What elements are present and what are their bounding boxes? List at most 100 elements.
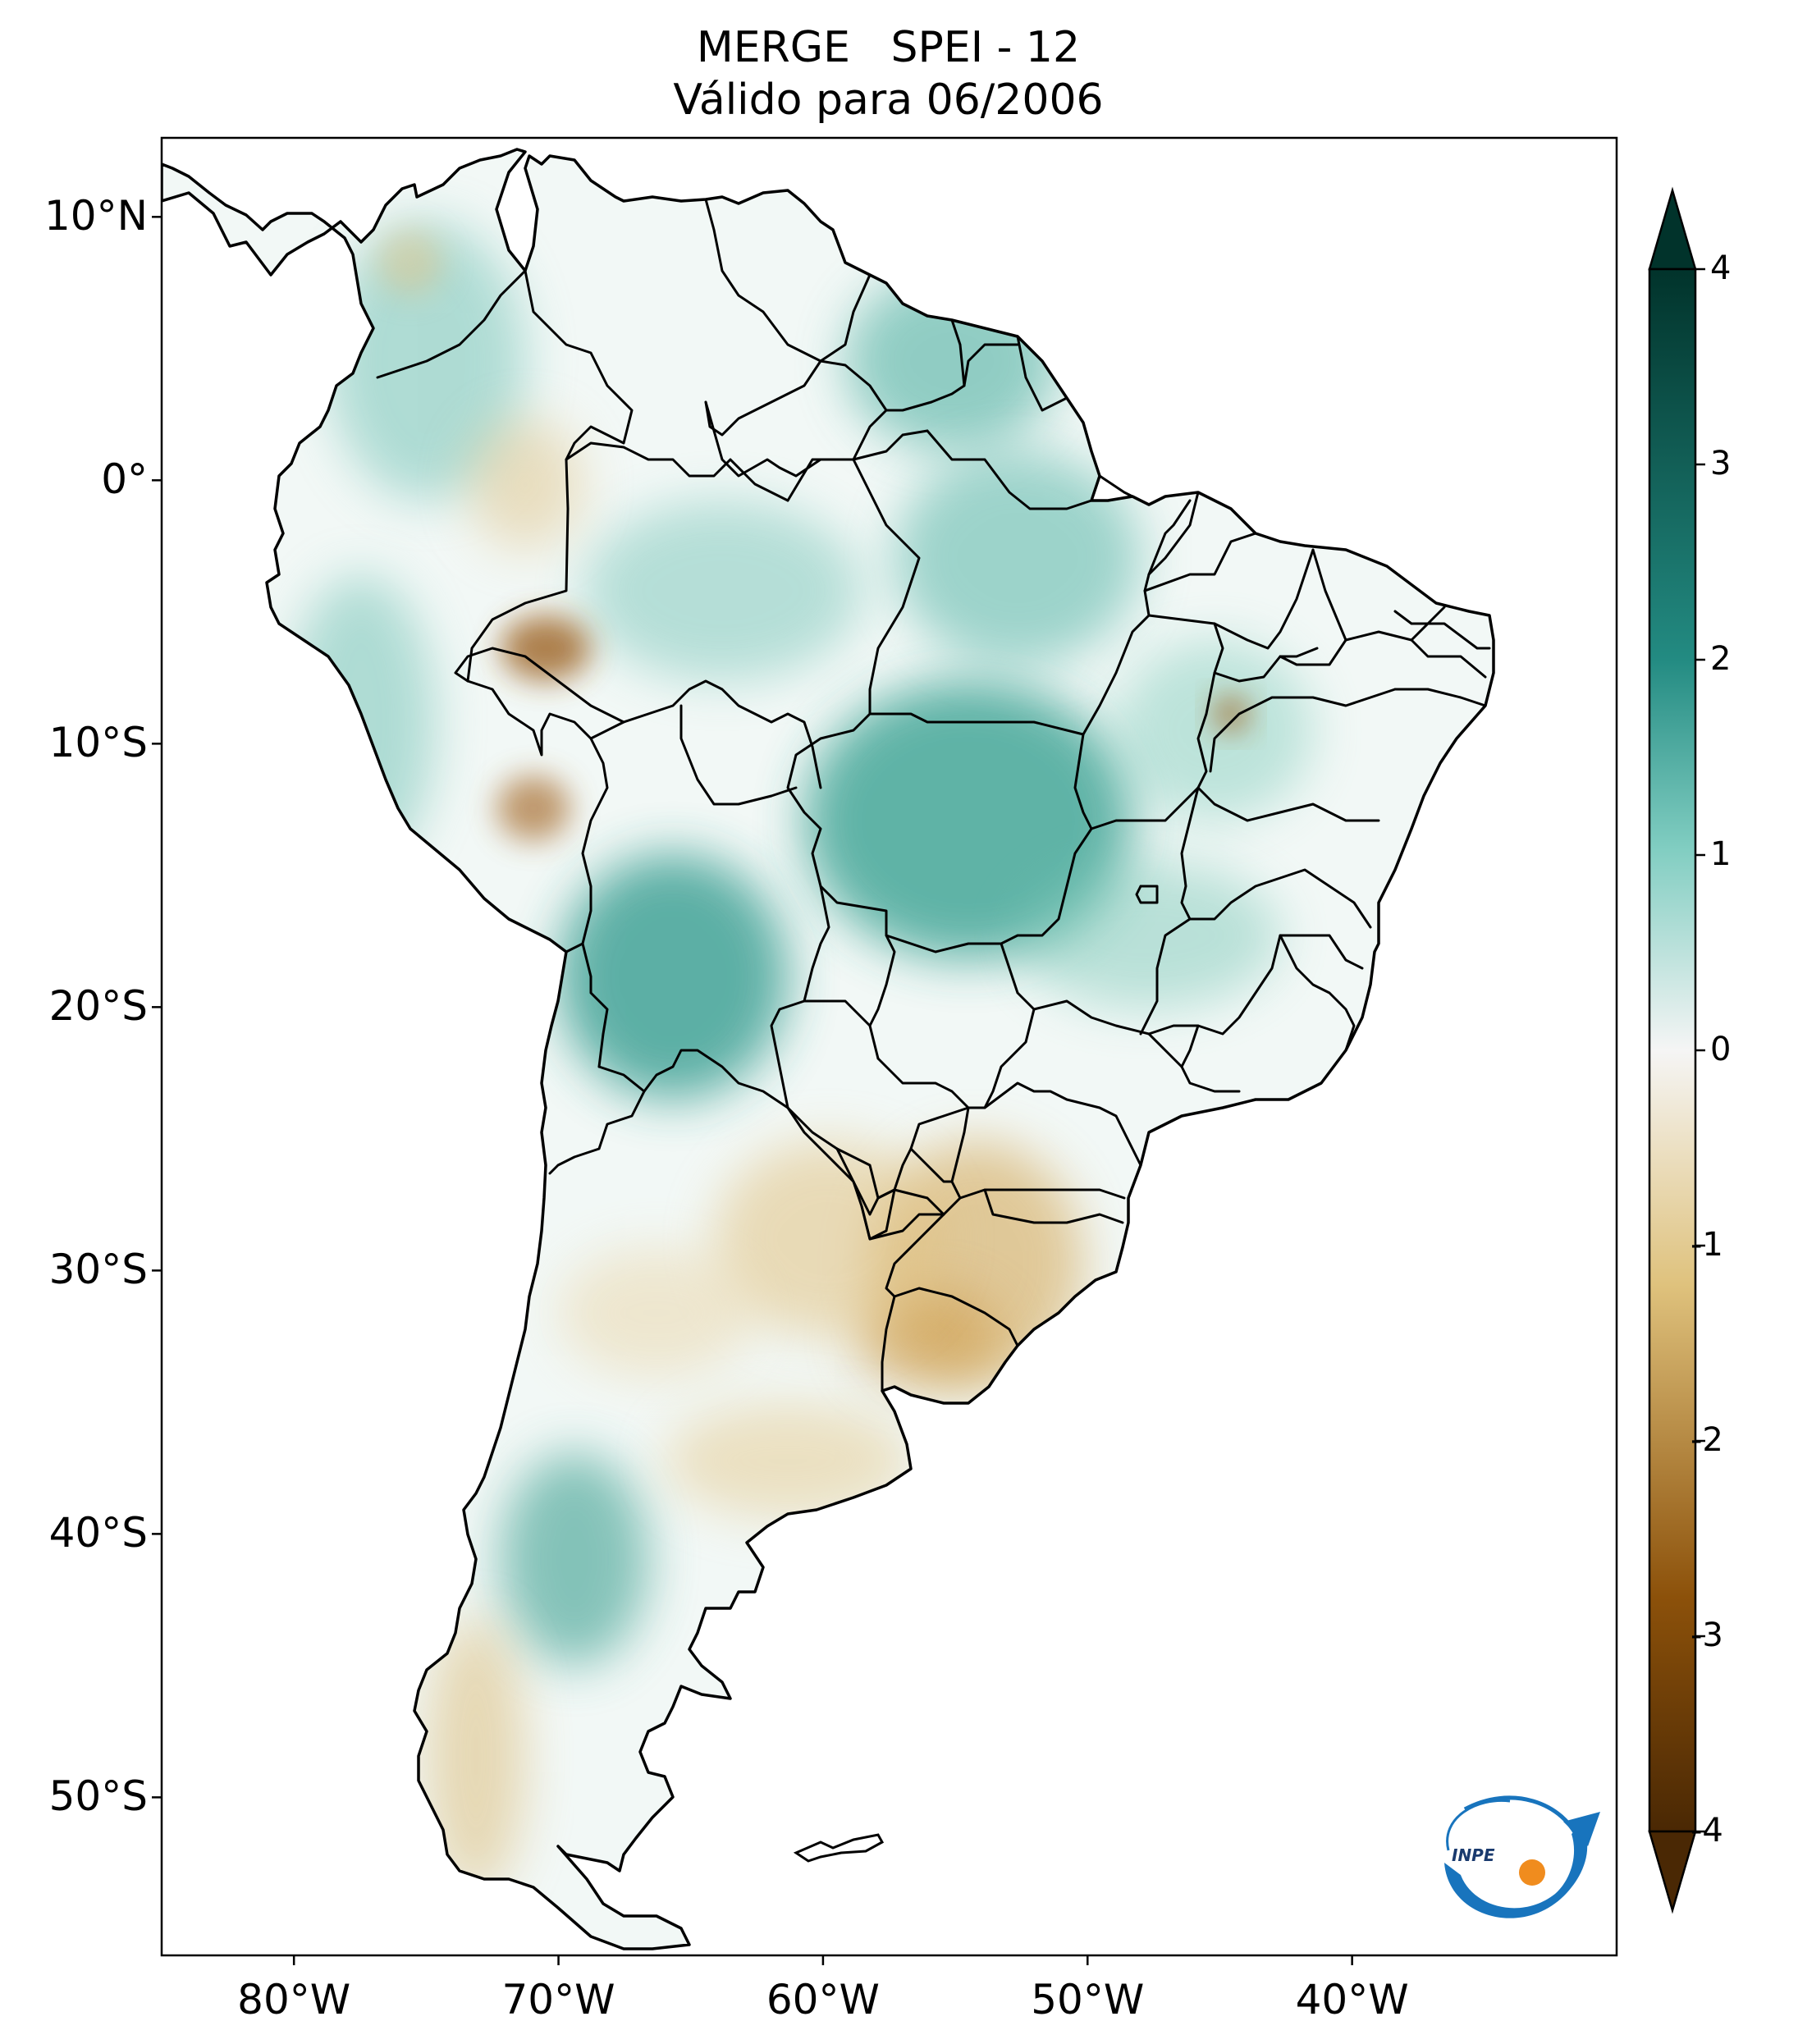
border-line <box>1213 647 1319 683</box>
border-line <box>876 1057 970 1109</box>
anomaly-dry-pampas <box>665 1403 911 1518</box>
border-line <box>926 429 1093 510</box>
border-line <box>454 647 625 757</box>
latitude-ticks <box>152 216 162 1799</box>
map-title-line1: MERGE SPEI - 12 <box>696 23 1081 72</box>
colorbar-ticks <box>1695 268 1705 1833</box>
border-line <box>1147 934 1364 1036</box>
border-line <box>803 885 830 1003</box>
colorbar-tick-label: 1 <box>1710 835 1732 873</box>
anomaly-dry-west-amazon <box>501 615 591 681</box>
border-line <box>1180 786 1200 921</box>
colorbar-tick-label: -1 <box>1690 1226 1723 1264</box>
border-line <box>704 198 1019 412</box>
border-line <box>679 704 798 806</box>
logo-sun-icon <box>1519 1859 1545 1886</box>
border-line <box>548 1090 646 1175</box>
lon-tick-label: 60°W <box>766 1976 880 2023</box>
south-america-landmass <box>162 149 1494 1949</box>
border-line <box>1147 499 1192 576</box>
colorbar-tick-label: 3 <box>1710 445 1732 482</box>
border-line <box>786 429 929 502</box>
border-line <box>1000 827 1093 1011</box>
border-line <box>376 269 527 379</box>
border-line <box>835 1147 945 1241</box>
colorbar-extend-bottom <box>1648 1830 1697 1914</box>
anomaly-dry-panama <box>377 230 443 295</box>
lon-tick-label: 40°W <box>1295 1976 1409 2023</box>
anomaly-wet-north-patagonia <box>501 1452 648 1666</box>
border-line <box>466 269 634 683</box>
map-title-line2: Válido para 06/2006 <box>673 75 1104 125</box>
border-line <box>1065 396 1085 424</box>
border-line <box>876 1188 945 1216</box>
falkland-islands <box>793 1833 885 1863</box>
border-line <box>704 400 888 478</box>
border-line <box>885 934 1003 953</box>
border-line <box>581 679 822 945</box>
colorbar-gradient <box>1648 268 1697 1833</box>
anomaly-dry-patagonia <box>427 1616 525 1895</box>
lat-tick-label: 10°S <box>48 719 148 767</box>
border-line <box>1188 868 1372 929</box>
border-line <box>868 712 1085 736</box>
border-line <box>950 1106 1126 1200</box>
border-line <box>967 1081 1142 1167</box>
border-line <box>1135 885 1159 904</box>
anomaly-dry-colombia-south <box>468 418 583 550</box>
lat-tick-label: 40°S <box>48 1509 148 1557</box>
border-line <box>909 1147 954 1183</box>
border-line <box>1196 786 1380 822</box>
border-line <box>1393 610 1491 650</box>
border-line <box>819 273 872 363</box>
anomaly-dry-piaui <box>1213 696 1249 732</box>
country-and-state-borders <box>376 198 1491 1392</box>
colorbar-tick-label: 4 <box>1710 249 1732 287</box>
lon-tick-label: 70°W <box>501 1976 615 2023</box>
lat-tick-label: 10°N <box>43 192 148 240</box>
border-line <box>1147 491 1200 576</box>
logo-arrow-icon <box>1563 1812 1600 1846</box>
border-line <box>1213 548 1315 650</box>
colorbar-extend-top <box>1648 186 1697 271</box>
border-line <box>704 359 822 437</box>
lon-tick-label: 80°W <box>237 1976 351 2023</box>
border-line <box>1016 335 1068 412</box>
border-line <box>950 318 966 387</box>
anomaly-wet-bolivia <box>558 853 788 1100</box>
map-frame <box>160 136 1618 1957</box>
border-line <box>1180 1024 1200 1068</box>
border-line <box>881 1295 896 1392</box>
border-line <box>983 1188 1124 1224</box>
longitude-ticks <box>292 1955 1353 1965</box>
border-line <box>1073 614 1224 830</box>
border-line <box>1143 532 1257 592</box>
anomaly-wet-goias <box>1018 862 1280 1009</box>
inpe-logo: INPE <box>1444 1795 1600 1918</box>
logo-text: INPE <box>1452 1845 1495 1865</box>
border-line <box>1098 474 1151 506</box>
border-line <box>786 1106 880 1216</box>
border-line <box>770 999 872 1109</box>
anomaly-wet-northeast <box>1116 640 1313 821</box>
border-line <box>1279 638 1347 666</box>
lat-tick-label: 30°S <box>48 1246 148 1294</box>
border-line <box>1209 688 1397 773</box>
lon-tick-label: 50°W <box>1031 1976 1145 2023</box>
border-line <box>1410 638 1487 679</box>
colorbar <box>1648 186 1705 1914</box>
border-line <box>1139 917 1192 1036</box>
colorbar-tick-label: -2 <box>1690 1421 1723 1459</box>
colorbar-tick-label: 2 <box>1710 640 1732 678</box>
coastline <box>162 148 1495 1950</box>
colorbar-tick-label: -3 <box>1690 1616 1723 1654</box>
border-line <box>1393 688 1487 707</box>
anomaly-wet-amazonas <box>583 501 862 681</box>
lat-tick-label: 0° <box>101 455 148 504</box>
lat-tick-label: 50°S <box>48 1772 148 1821</box>
logo-thin-arc <box>1446 1799 1511 1851</box>
anomaly-dry-central-argentina <box>558 1247 755 1379</box>
spei-anomaly-field <box>287 222 1313 1895</box>
border-line <box>565 441 789 502</box>
